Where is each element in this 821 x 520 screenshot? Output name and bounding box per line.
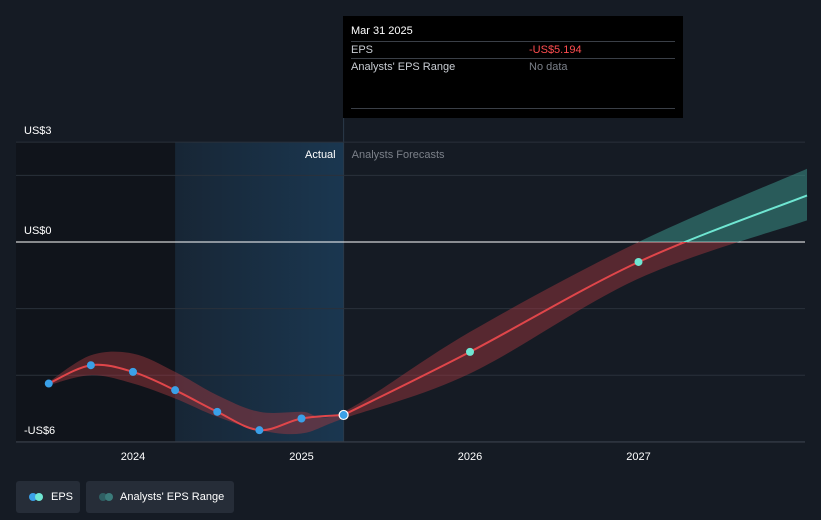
legend-range-label: Analysts' EPS Range [120, 491, 225, 503]
eps-forecast-point [466, 347, 474, 356]
eps-actual-point [86, 361, 95, 370]
eps-actual-point [255, 426, 264, 435]
eps-line-forecast-negative [343, 242, 688, 416]
x-tick-label: 2027 [626, 451, 650, 463]
eps-line-forecast-positive [682, 194, 808, 242]
eps-range-band-negative [48, 242, 739, 435]
y-tick-label: -US$6 [24, 425, 55, 437]
tooltip-divider [351, 108, 675, 109]
legend-eps-label: EPS [51, 491, 74, 503]
forecast-region-label: Analysts Forecasts [352, 149, 445, 161]
tooltip-date: Mar 31 2025 [351, 25, 413, 37]
x-tick-label: 2024 [121, 451, 145, 463]
tooltip-eps-label: EPS [351, 44, 374, 56]
eps-actual-point [171, 386, 180, 395]
past-region [16, 142, 176, 442]
eps-forecast-point [634, 257, 643, 266]
actual-region [175, 142, 344, 442]
eps-point-highlighted [338, 409, 349, 421]
tooltip-eps-row: EPS -US$5.194 [351, 41, 675, 59]
eps-actual-point [297, 414, 306, 423]
tooltip-range-row: Analysts' EPS Range No data [351, 58, 675, 76]
eps-actual-point [44, 379, 53, 388]
eps-actual-point [129, 367, 137, 376]
range-legend-icon [99, 492, 115, 502]
x-tick-label: 2026 [458, 451, 482, 463]
tooltip-range-label: Analysts' EPS Range [351, 61, 456, 73]
tooltip-eps-value: -US$5.194 [529, 44, 582, 56]
y-tick-label: US$3 [24, 125, 52, 137]
actual-region-label: Actual [305, 149, 336, 161]
x-tick-label: 2025 [289, 451, 313, 463]
y-tick-label: US$0 [24, 225, 52, 237]
legend-eps-button[interactable]: EPS [16, 481, 80, 513]
tooltip-range-value: No data [529, 61, 568, 73]
eps-legend-icon [29, 492, 45, 502]
eps-range-band-positive [638, 168, 807, 242]
hover-tooltip: Mar 31 2025 EPS -US$5.194 Analysts' EPS … [343, 16, 683, 118]
eps-actual-point [213, 407, 222, 416]
legend-range-button[interactable]: Analysts' EPS Range [86, 481, 234, 513]
